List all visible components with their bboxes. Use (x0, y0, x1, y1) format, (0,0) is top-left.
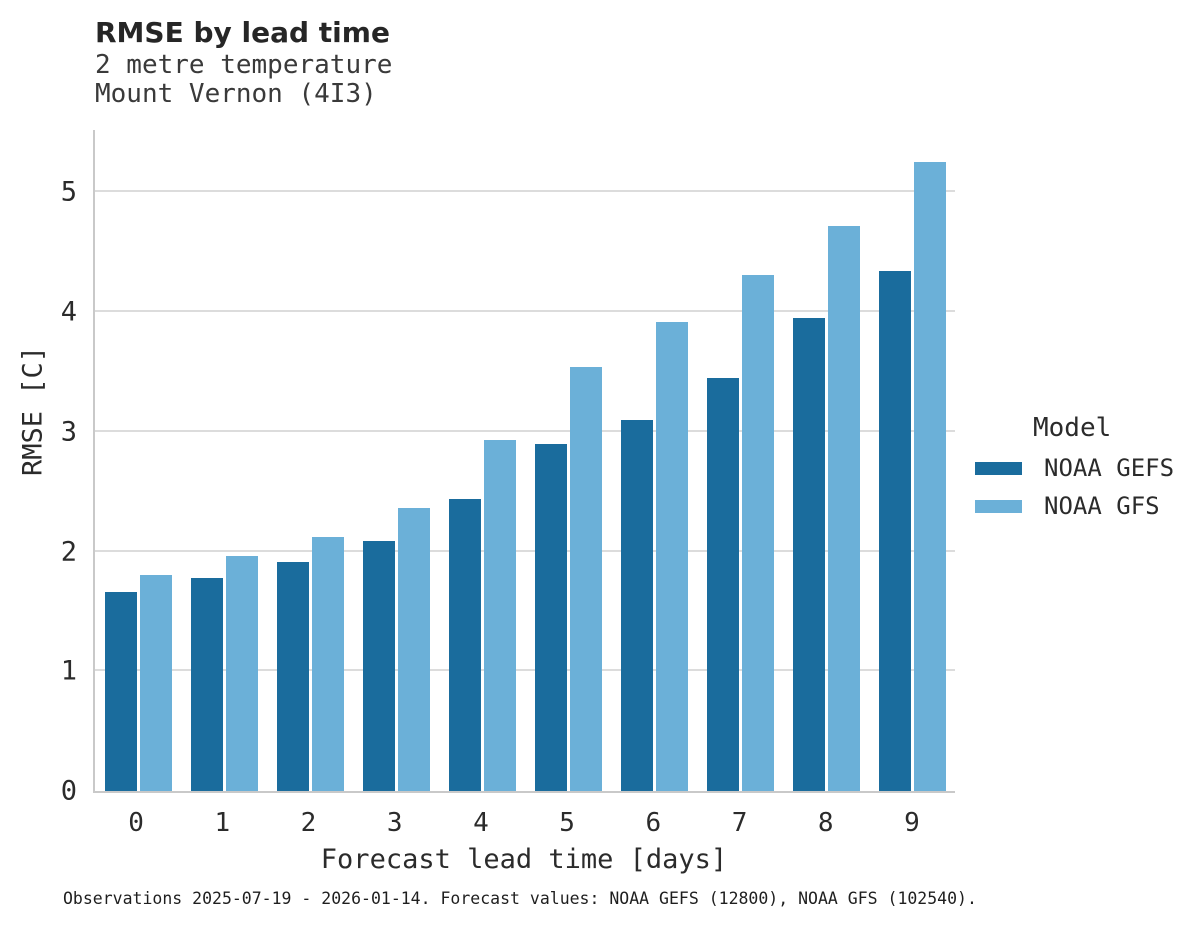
gridline-y-2 (95, 549, 955, 552)
bar-noaa-gefs-lead-2 (276, 562, 309, 791)
chart-title: RMSE by lead time (95, 16, 390, 49)
bar-noaa-gefs-lead-4 (448, 498, 481, 791)
bar-noaa-gefs-lead-6 (620, 419, 653, 791)
x-tick-label-6: 6 (645, 808, 662, 838)
bar-noaa-gefs-lead-9 (878, 271, 911, 791)
legend-swatch-noaa-gfs (975, 499, 1022, 513)
bar-group-lead-0 (95, 130, 181, 791)
x-tick-label-3: 3 (386, 808, 403, 838)
bar-group-lead-7 (697, 130, 783, 791)
gridline-y-5 (95, 190, 955, 193)
y-tick-label-0: 0 (60, 775, 77, 807)
x-tick-label-8: 8 (817, 808, 834, 838)
x-axis-tick-labels: 0 1 2 3 4 5 6 7 8 9 (93, 808, 955, 838)
bar-group-lead-5 (525, 130, 611, 791)
x-tick-label-1: 1 (214, 808, 231, 838)
y-tick-label-4: 4 (60, 296, 77, 328)
bar-noaa-gefs-lead-7 (706, 377, 739, 791)
legend-label-noaa-gfs: NOAA GFS (1044, 492, 1160, 520)
x-tick-label-4: 4 (473, 808, 489, 838)
x-axis-title: Forecast lead time [days] (320, 844, 728, 875)
bar-group-lead-2 (267, 130, 353, 791)
bar-noaa-gefs-lead-5 (534, 443, 567, 791)
y-tick-label-5: 5 (60, 176, 77, 208)
bar-group-lead-1 (181, 130, 267, 791)
bar-group-lead-4 (439, 130, 525, 791)
x-tick-label-0: 0 (128, 808, 144, 838)
y-tick-label-1: 1 (60, 655, 77, 687)
legend-label-noaa-gefs: NOAA GEFS (1044, 454, 1175, 482)
bar-noaa-gfs-lead-0 (139, 575, 172, 791)
bar-noaa-gefs-lead-0 (104, 592, 137, 791)
footnote: Observations 2025-07-19 - 2026-01-14. Fo… (63, 889, 977, 908)
bar-noaa-gefs-lead-8 (792, 318, 825, 791)
legend-item-noaa-gefs: NOAA GEFS (975, 454, 1175, 482)
bar-noaa-gfs-lead-4 (483, 440, 516, 791)
bar-group-lead-6 (611, 130, 697, 791)
plot-area (93, 130, 955, 793)
gridline-y-4 (95, 310, 955, 313)
x-tick-label-7: 7 (731, 808, 748, 838)
x-tick-label-2: 2 (300, 808, 317, 838)
bar-group-lead-9 (869, 130, 955, 791)
bar-noaa-gfs-lead-5 (569, 367, 602, 791)
bar-noaa-gefs-lead-1 (190, 577, 223, 791)
bar-noaa-gfs-lead-2 (311, 537, 344, 791)
gridline-y-3 (95, 429, 955, 432)
bar-noaa-gefs-lead-3 (362, 540, 395, 791)
bar-noaa-gfs-lead-6 (655, 321, 688, 791)
bar-noaa-gfs-lead-7 (741, 274, 774, 791)
bar-noaa-gfs-lead-9 (913, 162, 946, 791)
chart-subtitle: 2 metre temperature Mount Vernon (4I3) (95, 51, 392, 109)
x-tick-label-9: 9 (904, 808, 920, 838)
bar-noaa-gfs-lead-1 (225, 556, 258, 791)
y-tick-label-2: 2 (60, 536, 77, 567)
y-axis-tick-labels: 0 1 2 3 4 5 (0, 130, 77, 807)
y-tick-label-3: 3 (60, 416, 77, 448)
legend: Model NOAA GEFS NOAA GFS (975, 413, 1175, 520)
bar-noaa-gfs-lead-8 (827, 225, 860, 791)
bar-groups (95, 130, 955, 791)
chart-subtitle-line1: 2 metre temperature (95, 50, 393, 80)
chart-subtitle-line2: Mount Vernon (4I3) (95, 79, 377, 109)
x-tick-label-5: 5 (559, 808, 575, 838)
legend-title: Model (1033, 413, 1112, 443)
legend-swatch-noaa-gefs (975, 461, 1022, 475)
bar-noaa-gfs-lead-3 (397, 508, 430, 791)
legend-item-noaa-gfs: NOAA GFS (975, 492, 1174, 520)
bar-group-lead-8 (783, 130, 869, 791)
gridline-y-1 (95, 669, 955, 672)
bar-group-lead-3 (353, 130, 439, 791)
